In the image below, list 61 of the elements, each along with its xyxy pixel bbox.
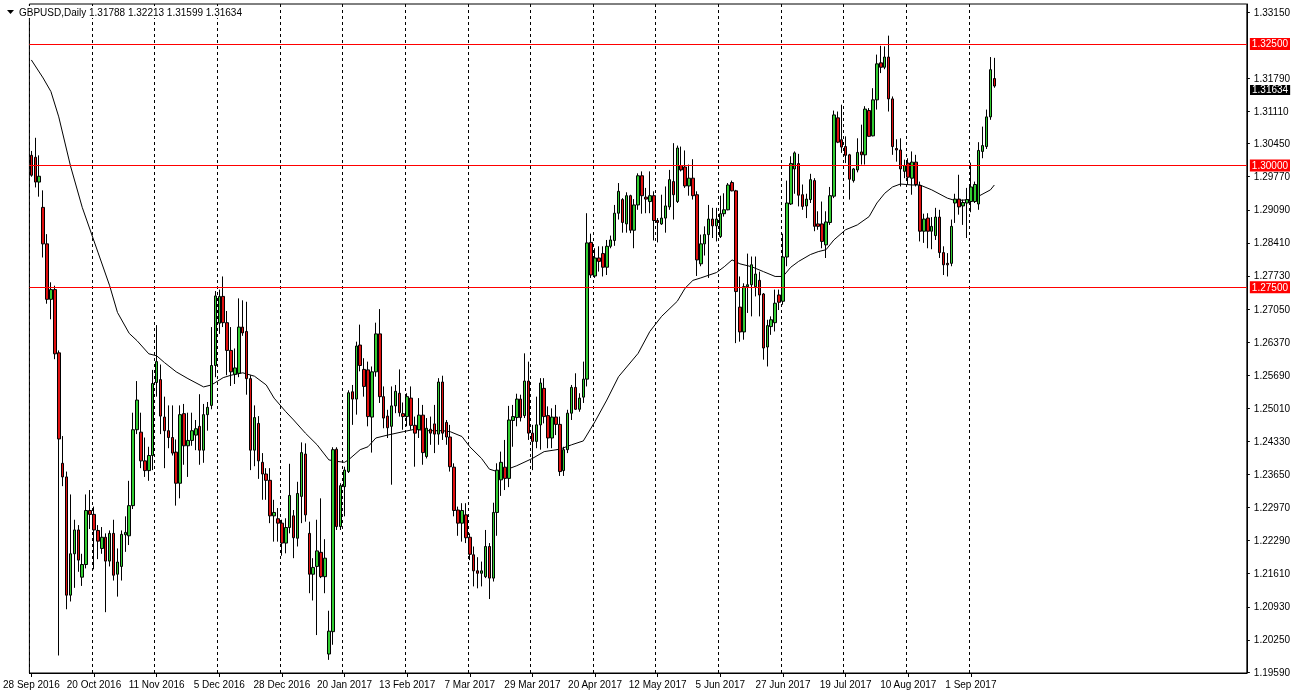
candlestick — [750, 256, 753, 317]
x-tick-label: 20 Apr 2017 — [568, 678, 623, 690]
y-tick-label: 1.29090 — [1253, 204, 1291, 216]
candlestick — [910, 150, 914, 196]
y-tick-label: 1.31790 — [1253, 72, 1291, 84]
candlestick — [441, 375, 444, 441]
y-tick-label: 1.22290 — [1253, 535, 1291, 547]
y-tick-label: 1.20930 — [1253, 601, 1291, 613]
y-tick-label: 1.25010 — [1253, 402, 1291, 414]
x-tick-label: 19 Jul 2017 — [819, 678, 872, 690]
candlestick — [672, 142, 675, 221]
candlestick — [863, 105, 867, 166]
y-tick-label: 1.26370 — [1253, 336, 1291, 348]
candlestick — [707, 204, 710, 279]
y-tick-label: 1.19590 — [1253, 666, 1291, 678]
x-tick-label: 13 Feb 2017 — [379, 678, 436, 690]
candlestick — [460, 502, 464, 543]
chart-title: GBPUSD,Daily 1.31788 1.32213 1.31599 1.31634 — [19, 6, 243, 18]
y-tick-label: 1.23650 — [1253, 468, 1291, 480]
x-tick-label: 20 Jan 2017 — [317, 678, 373, 690]
x-tick-label: 27 Jun 2017 — [755, 678, 811, 690]
x-tick-label: 12 May 2017 — [628, 678, 688, 690]
candlestick — [773, 289, 777, 332]
candlestick — [539, 377, 542, 451]
x-tick-label: 20 Oct 2016 — [66, 678, 122, 690]
ref-line-label: 1.30000 — [1251, 160, 1289, 172]
y-tick-label: 1.21610 — [1253, 568, 1291, 580]
candlestick — [261, 452, 264, 501]
x-tick-label: 11 Nov 2016 — [128, 678, 186, 690]
y-tick-label: 1.33150 — [1253, 6, 1291, 18]
x-tick-label: 10 Aug 2017 — [880, 678, 937, 690]
y-tick-label: 1.22970 — [1253, 502, 1291, 514]
candlestick — [899, 137, 902, 187]
x-tick-label: 28 Dec 2016 — [253, 678, 311, 690]
ref-line-label: 1.32500 — [1251, 38, 1289, 50]
y-tick-label: 1.20250 — [1253, 634, 1291, 646]
y-tick-label: 1.31110 — [1253, 106, 1289, 118]
y-tick-label: 1.27050 — [1253, 303, 1291, 315]
y-tick-label: 1.25690 — [1253, 369, 1291, 381]
candlestick — [625, 191, 628, 234]
text: 1.31634 — [1252, 84, 1289, 96]
candlestick — [926, 212, 930, 249]
candlestick — [640, 170, 644, 215]
y-tick-label: 1.24330 — [1253, 435, 1291, 447]
x-tick-label: 7 Mar 2017 — [444, 678, 496, 690]
y-tick-label: 1.30450 — [1253, 138, 1291, 150]
x-tick-label: 28 Sep 2016 — [3, 678, 61, 690]
candlestick — [797, 153, 800, 207]
x-tick-label: 1 Sep 2017 — [945, 678, 997, 690]
candlestick — [198, 393, 201, 466]
y-tick-label: 1.27730 — [1253, 270, 1291, 282]
candlestick — [550, 407, 554, 449]
candlestick — [304, 442, 307, 523]
candlestick — [813, 177, 816, 232]
x-tick-label: 29 Mar 2017 — [504, 678, 561, 690]
x-tick-label: 5 Dec 2016 — [193, 678, 246, 690]
ref-line-label: 1.27500 — [1251, 281, 1289, 293]
candlestick — [605, 239, 609, 276]
y-tick-label: 1.29770 — [1253, 171, 1291, 183]
x-tick-label: 5 Jun 2017 — [695, 678, 746, 690]
y-tick-label: 1.28410 — [1253, 237, 1291, 249]
